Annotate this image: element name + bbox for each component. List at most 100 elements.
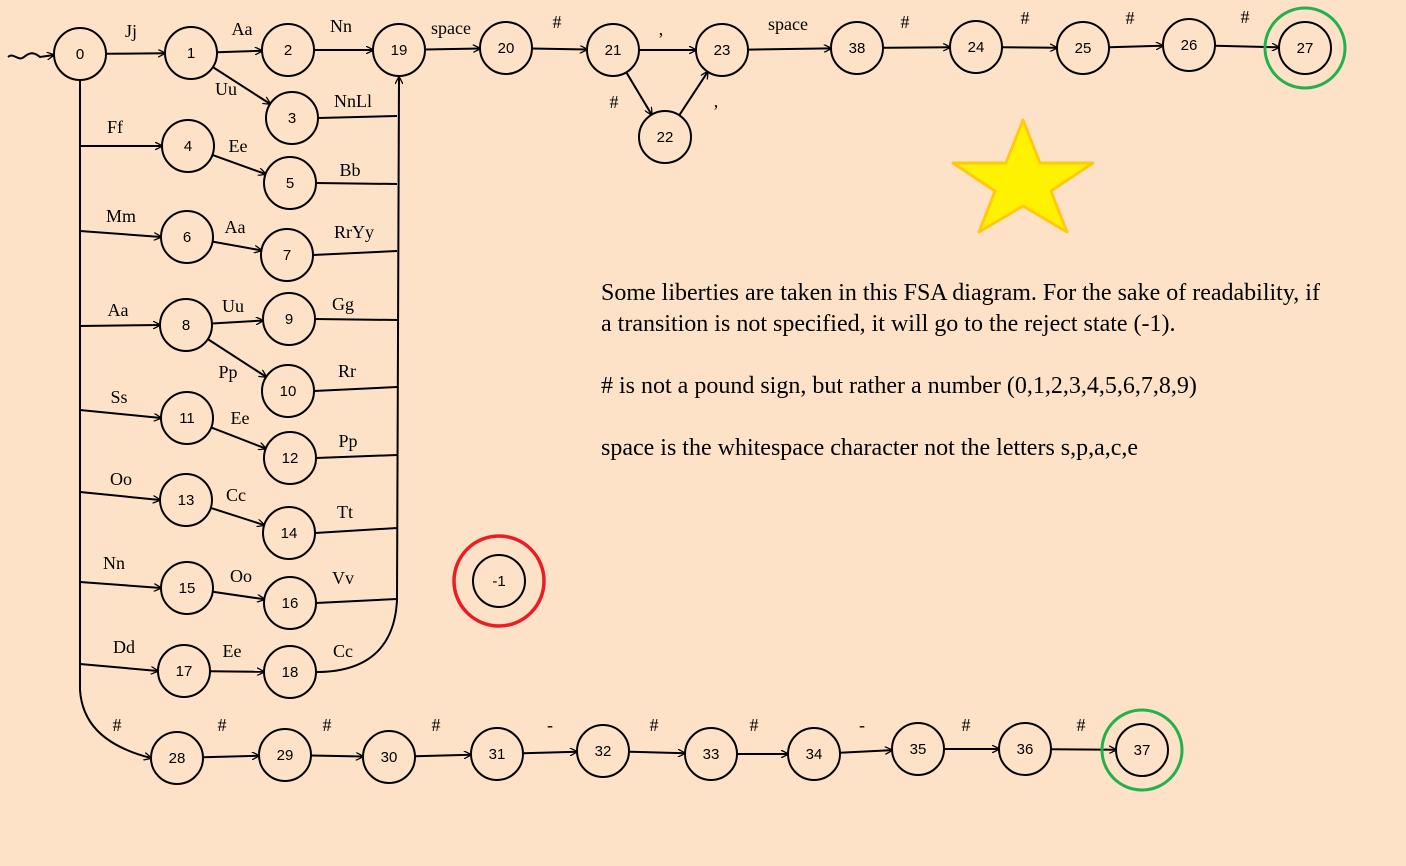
label-e24_25: # — [1021, 8, 1030, 28]
state-circle — [263, 576, 317, 630]
state-circle — [830, 21, 884, 75]
state-circle — [695, 23, 749, 77]
state-15: 15 — [160, 561, 214, 615]
state-1: 1 — [164, 26, 218, 80]
state-circle — [372, 23, 426, 77]
label-e0_6: Mm — [106, 206, 136, 226]
accept-ring — [1100, 708, 1184, 792]
label-e16_19: Vv — [332, 568, 354, 588]
state-circle — [998, 722, 1052, 776]
edge-e30_31 — [414, 755, 471, 757]
state-32: 32 — [576, 724, 630, 778]
label-e18_19: Cc — [333, 641, 353, 661]
edge-e9_19 — [314, 318, 398, 321]
state-circle — [891, 722, 945, 776]
state-circle — [157, 644, 211, 698]
state-label: 17 — [176, 663, 193, 680]
state-label: 20 — [498, 40, 515, 57]
state-circle — [160, 561, 214, 615]
state-7: 7 — [260, 228, 314, 282]
notes-panel: Some liberties are taken in this FSA dia… — [601, 278, 1321, 495]
state-circle — [362, 730, 416, 784]
label-e29_30: # — [323, 715, 332, 735]
edge-e8_10 — [207, 338, 266, 377]
state-26: 26 — [1162, 18, 1216, 72]
label-e21_23: , — [659, 19, 664, 39]
edge-e25_26 — [1108, 46, 1163, 48]
state-label: 26 — [1181, 37, 1198, 54]
state-12: 12 — [263, 431, 317, 485]
label-e7_19: RrYy — [334, 222, 374, 242]
state-38: 38 — [830, 21, 884, 75]
state-circle — [263, 645, 317, 699]
transitions — [7, 46, 1279, 758]
label-e9_19: Gg — [332, 294, 354, 314]
edge-e12_19 — [315, 454, 398, 459]
label-e0_1: Jj — [125, 21, 137, 41]
state-circle — [161, 119, 215, 173]
state-label: 35 — [910, 741, 927, 758]
state-label: 16 — [282, 595, 299, 612]
state-21: 21 — [586, 23, 640, 77]
edge-e28_29 — [202, 756, 259, 758]
state-10: 10 — [261, 364, 315, 418]
label-e0_11: Ss — [110, 387, 127, 407]
state-3: 3 — [265, 91, 319, 145]
state--1: -1 — [452, 534, 546, 628]
state-label: 37 — [1134, 742, 1151, 759]
edge-e15_16 — [212, 590, 265, 600]
edge-e29_30 — [310, 756, 363, 757]
label-e26_27: # — [1241, 7, 1250, 27]
edge-e32_33 — [628, 752, 685, 754]
state-circle — [53, 27, 107, 81]
edge-e18_19 — [315, 77, 399, 673]
state-22: 22 — [638, 110, 692, 164]
state-34: 34 — [787, 727, 841, 781]
state-label: 34 — [806, 746, 823, 763]
state-27: 27 — [1263, 6, 1347, 90]
state-circle — [263, 156, 317, 210]
state-label: 0 — [76, 46, 84, 63]
label-e33_34: # — [750, 715, 759, 735]
label-e20_21: # — [553, 12, 562, 32]
state-36: 36 — [998, 722, 1052, 776]
label-e38_24: # — [901, 12, 910, 32]
label-e8_10: Pp — [218, 362, 237, 382]
state-label: 22 — [657, 129, 674, 146]
state-circle — [1115, 723, 1169, 777]
label-e0_4: Ff — [107, 117, 123, 137]
star-icon — [951, 118, 1095, 234]
state-20: 20 — [479, 21, 533, 75]
edge-e14_19 — [314, 527, 398, 534]
label-e32_33: # — [650, 715, 659, 735]
state-label: 12 — [282, 450, 299, 467]
state-23: 23 — [695, 23, 749, 77]
state-circle — [684, 727, 738, 781]
state-circle — [479, 21, 533, 75]
edge-e16_19 — [315, 598, 398, 604]
edge-e0_15 — [79, 581, 161, 588]
note-pound-sign: # is not a pound sign, but rather a numb… — [601, 373, 1197, 399]
state-35: 35 — [891, 722, 945, 776]
state-circle — [586, 23, 640, 77]
state-label: 5 — [286, 175, 294, 192]
state-37: 37 — [1100, 708, 1184, 792]
state-label: 36 — [1017, 741, 1034, 758]
state-circle — [949, 20, 1003, 74]
state-circle — [472, 554, 526, 608]
state-label: 9 — [285, 311, 293, 328]
edge-e10_19 — [313, 386, 398, 392]
state-label: 15 — [179, 580, 196, 597]
label-e36_37: # — [1077, 715, 1086, 735]
state-circle — [262, 506, 316, 560]
edge-e11_12 — [210, 426, 266, 448]
state-label: -1 — [492, 573, 505, 590]
state-label: 18 — [282, 664, 299, 681]
state-label: 28 — [169, 750, 186, 767]
state-circle — [470, 727, 524, 781]
state-circle — [262, 292, 316, 346]
state-label: 32 — [595, 743, 612, 760]
state-label: 25 — [1075, 40, 1092, 57]
state-label: 24 — [968, 39, 985, 56]
